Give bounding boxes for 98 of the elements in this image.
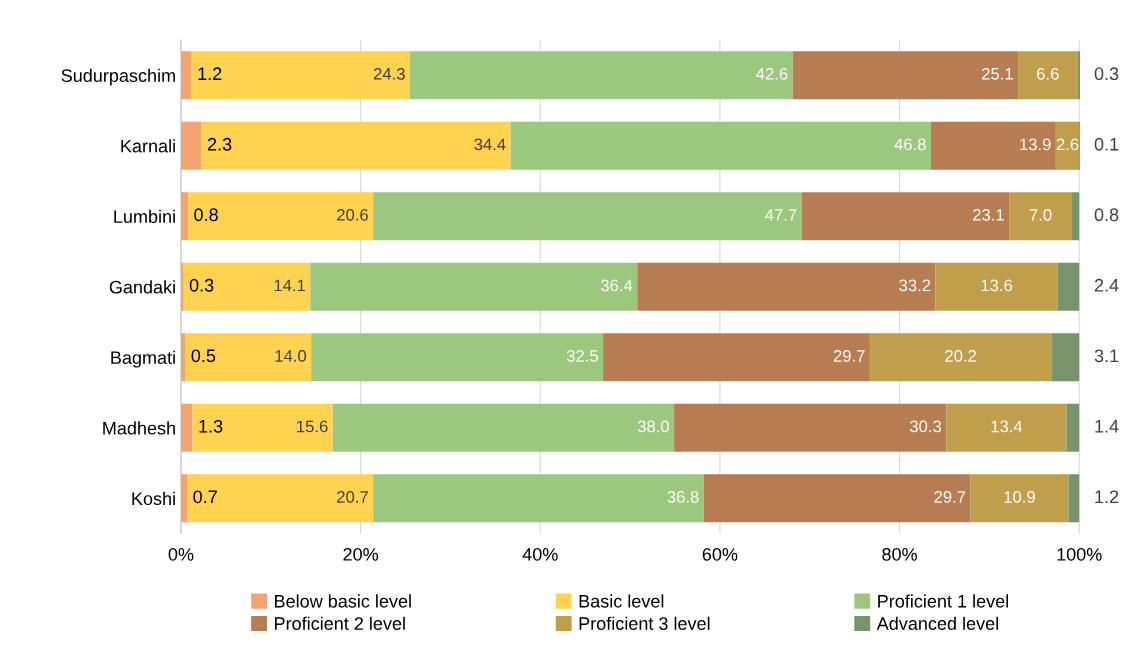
bar	[970, 474, 1069, 523]
y-tick-label: Madhesh	[103, 421, 175, 435]
data-label: 1.3	[199, 419, 223, 433]
bar	[185, 333, 312, 382]
bar	[373, 474, 704, 523]
data-label: 2.3	[207, 137, 232, 151]
legend-label: Advanced level	[876, 616, 998, 630]
data-label: 0.1	[1094, 137, 1119, 151]
data-label: 14.0	[275, 349, 307, 362]
data-label: 1.2	[1095, 490, 1119, 504]
data-label: 42.6	[756, 67, 788, 80]
bar	[1057, 262, 1080, 311]
data-label: 0.7	[193, 490, 217, 504]
y-tick-label: Bagmati	[111, 350, 175, 368]
data-label: 29.7	[934, 491, 966, 503]
bar	[180, 403, 193, 452]
bar	[1068, 474, 1080, 523]
legend-label: Proficient 3 level	[579, 616, 710, 630]
data-label: 29.7	[833, 349, 865, 362]
data-label: 15.6	[297, 420, 328, 433]
bar	[180, 51, 192, 100]
legend-label: Proficient 1 level	[878, 594, 1008, 608]
bar	[183, 262, 311, 311]
data-label: 1.2	[198, 67, 222, 80]
data-label: 0.3	[1094, 67, 1119, 81]
bar	[1018, 51, 1078, 100]
x-tick-label: 40%	[522, 547, 558, 561]
data-label: 23.1	[973, 208, 1004, 221]
data-label: 3.1	[1094, 349, 1119, 363]
bar	[201, 121, 511, 170]
bar	[946, 403, 1067, 452]
bar	[1009, 192, 1073, 241]
data-label: 20.2	[945, 349, 977, 362]
data-label: 0.3	[189, 278, 214, 292]
y-tick-label: Lumbini	[114, 209, 175, 224]
data-label: 13.4	[991, 420, 1023, 433]
bar	[1077, 51, 1081, 100]
bar	[935, 262, 1058, 311]
bar	[869, 333, 1052, 382]
x-tick-label: 0%	[168, 547, 194, 561]
data-label: 10.9	[1004, 491, 1035, 503]
bar	[674, 403, 947, 452]
data-label: 38.0	[637, 420, 669, 433]
bar	[187, 474, 374, 523]
bar	[801, 192, 1010, 241]
bar	[637, 262, 936, 311]
bar	[510, 121, 931, 170]
data-label: 0.8	[194, 208, 218, 222]
data-label: 20.6	[337, 208, 368, 221]
bar	[703, 474, 971, 523]
y-tick-label: Gandaki	[109, 280, 175, 294]
legend-label: Below basic level	[275, 594, 411, 608]
data-label: 14.1	[274, 279, 306, 292]
bar	[332, 403, 675, 452]
bar	[1055, 121, 1080, 170]
bar	[1072, 192, 1080, 241]
y-tick-label: Koshi	[132, 491, 175, 506]
data-label: 25.1	[982, 67, 1013, 80]
bar	[373, 192, 802, 241]
bar	[792, 51, 1019, 100]
bar	[188, 192, 374, 241]
data-label: 34.4	[474, 138, 506, 151]
x-tick-label: 60%	[702, 547, 738, 561]
bar	[1066, 403, 1080, 452]
data-label: 0.8	[1094, 208, 1119, 222]
bar	[1051, 333, 1080, 382]
data-label: 20.7	[337, 491, 368, 503]
bar	[192, 403, 333, 452]
data-label: 30.3	[909, 420, 942, 433]
data-label: 0.5	[191, 349, 216, 363]
data-label: 36.4	[600, 279, 633, 292]
data-label: 7.0	[1029, 208, 1052, 221]
data-label: 36.8	[667, 491, 699, 503]
bar	[931, 121, 1056, 170]
data-label: 13.6	[981, 279, 1013, 292]
x-tick-label: 100%	[1057, 547, 1102, 561]
legend-label: Basic level	[579, 594, 664, 608]
data-label: 2.4	[1094, 278, 1119, 292]
data-label: 2.6	[1056, 138, 1079, 151]
y-tick-label: Sudurpaschim	[61, 68, 175, 86]
x-tick-label: 20%	[343, 547, 379, 561]
bar	[603, 333, 870, 382]
data-label: 13.9	[1020, 138, 1051, 151]
data-label: 32.5	[566, 349, 598, 362]
bar	[311, 333, 604, 382]
x-tick-label: 80%	[882, 547, 917, 561]
data-label: 33.2	[899, 279, 931, 292]
legend-label: Proficient 2 level	[275, 616, 405, 630]
bar	[191, 51, 411, 100]
data-label: 6.6	[1037, 67, 1059, 80]
data-label: 46.8	[894, 138, 926, 151]
bar	[310, 262, 638, 311]
bar	[410, 51, 793, 100]
bar	[180, 121, 202, 170]
data-label: 47.7	[765, 209, 797, 221]
data-label: 24.3	[373, 67, 405, 80]
y-tick-label: Karnali	[121, 139, 175, 153]
data-label: 1.4	[1095, 420, 1119, 433]
